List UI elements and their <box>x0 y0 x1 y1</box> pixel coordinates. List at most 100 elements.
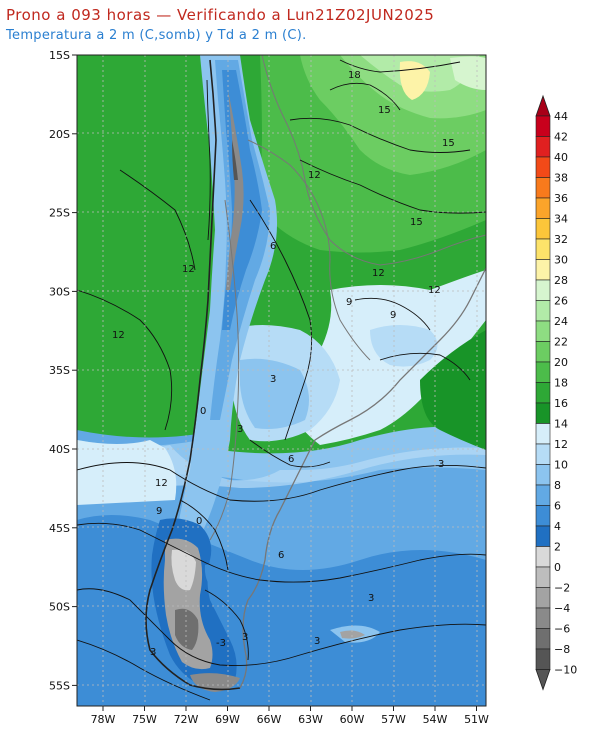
latitude-axis: 15S 20S 25S 30S 35S 40S 45S 50S 55S <box>49 49 77 692</box>
lat-label: 30S <box>49 285 70 298</box>
contour-label: 15 <box>378 105 391 116</box>
colorbar-label: 30 <box>554 254 568 267</box>
map-plot-area: 18 15 15 15 12 12 12 12 12 9 9 6 6 6 3 3… <box>77 55 486 706</box>
contour-label: 6 <box>270 241 276 252</box>
plata-band-10 <box>370 325 438 367</box>
contour-label: 12 <box>308 170 321 181</box>
contour-label: 0 <box>200 406 206 417</box>
lat-label: 25S <box>49 207 70 220</box>
colorbar-segment <box>535 218 551 240</box>
colorbar-label: 20 <box>554 356 568 369</box>
colorbar-label: 24 <box>554 315 568 328</box>
colorbar-label: 4 <box>554 520 561 533</box>
lon-label: 72W <box>174 713 199 726</box>
contour-label: 9 <box>390 310 396 321</box>
map-frame <box>76 54 487 707</box>
colorbar-label: 12 <box>554 438 568 451</box>
colorbar-segment <box>535 382 551 404</box>
colorbar-bottom-arrow <box>535 669 551 691</box>
colorbar-segment <box>535 197 551 219</box>
colorbar-segment <box>535 259 551 281</box>
colorbar-label: 38 <box>554 172 568 185</box>
colorbar-segment <box>535 341 551 363</box>
longitude-axis: 78W 75W 72W 69W 66W 63W 60W 57W 54W 51W <box>91 706 489 726</box>
colorbar-label: 36 <box>554 192 568 205</box>
country-border-central <box>247 139 371 361</box>
contour-label: -3 <box>216 638 226 649</box>
colorbar-segment <box>535 546 551 568</box>
colorbar-label: 6 <box>554 500 561 513</box>
colorbar-segment <box>535 566 551 588</box>
contour-label: 12 <box>428 285 441 296</box>
colorbar-segment <box>535 177 551 199</box>
colorbar-label: −2 <box>554 582 570 595</box>
colorbar-segment <box>535 525 551 547</box>
contour-label: 12 <box>155 478 168 489</box>
colorbar-label: 22 <box>554 336 568 349</box>
colorbar-label: −10 <box>554 664 577 677</box>
colorbar-segment <box>535 279 551 301</box>
colorbar-segment <box>535 300 551 322</box>
contour-label: 3 <box>270 374 276 385</box>
colorbar-label: 34 <box>554 213 568 226</box>
contour-label: 6 <box>288 454 294 465</box>
colorbar-segment <box>535 587 551 609</box>
colorbar-label: 42 <box>554 131 568 144</box>
colorbar-label: 14 <box>554 418 568 431</box>
contour-label: 3 <box>314 636 320 647</box>
chile-argentina-border <box>209 199 240 541</box>
colorbar-segment <box>535 443 551 465</box>
colorbar-segment <box>535 115 551 137</box>
contour-label: 0 <box>196 516 202 527</box>
pacific-coastline <box>145 59 241 691</box>
country-border-north <box>261 55 486 266</box>
andes-coldest <box>232 140 238 180</box>
lat-label: 35S <box>49 364 70 377</box>
colorbar-label: 8 <box>554 479 561 492</box>
colorbar-segment <box>535 484 551 506</box>
colorbar-segment <box>535 607 551 629</box>
ocean-band-10 <box>77 445 486 496</box>
lon-label: 66W <box>257 713 282 726</box>
colorbar-label: 16 <box>554 397 568 410</box>
lon-label: 75W <box>132 713 157 726</box>
colorbar-segment <box>535 238 551 260</box>
pacific-band-12 <box>77 440 177 505</box>
colorbar-label: 28 <box>554 274 568 287</box>
contour-label: 12 <box>182 264 195 275</box>
colorbar-label: 10 <box>554 459 568 472</box>
atlantic-green <box>420 330 486 450</box>
colorbar-label: 2 <box>554 541 561 554</box>
contour-label: 12 <box>112 330 125 341</box>
lat-label: 20S <box>49 128 70 141</box>
contour-label: 15 <box>410 217 423 228</box>
colorbar-segment <box>535 402 551 424</box>
contour-label: 6 <box>278 550 284 561</box>
colorbar-segment <box>535 648 551 670</box>
contour-label: 18 <box>348 70 361 81</box>
colorbar-label: 0 <box>554 561 561 574</box>
colorbar-label: 44 <box>554 110 568 123</box>
colorbar-label: −4 <box>554 602 570 615</box>
contour-label: 3 <box>237 424 243 435</box>
contour-label: 9 <box>346 297 352 308</box>
contour-label: 3 <box>242 632 248 643</box>
lat-label: 40S <box>49 443 70 456</box>
map-title: Prono a 093 horas — Verificando a Lun21Z… <box>6 6 435 24</box>
north-yellow-28 <box>399 61 430 100</box>
lat-label: 15S <box>49 49 70 62</box>
pampa-band-8 <box>240 358 309 429</box>
colorbar-segment <box>535 628 551 650</box>
lon-label: 63W <box>298 713 323 726</box>
colorbar-segment <box>535 156 551 178</box>
lon-label: 54W <box>423 713 448 726</box>
atlantic-coastline <box>239 267 486 689</box>
falklands-islands <box>340 630 365 639</box>
colorbar-segment <box>535 423 551 445</box>
andes-cold-core <box>226 90 244 290</box>
colorbar-segment <box>535 136 551 158</box>
colorbar-label: 40 <box>554 151 568 164</box>
lon-label: 57W <box>381 713 406 726</box>
colorbar-label: 18 <box>554 377 568 390</box>
